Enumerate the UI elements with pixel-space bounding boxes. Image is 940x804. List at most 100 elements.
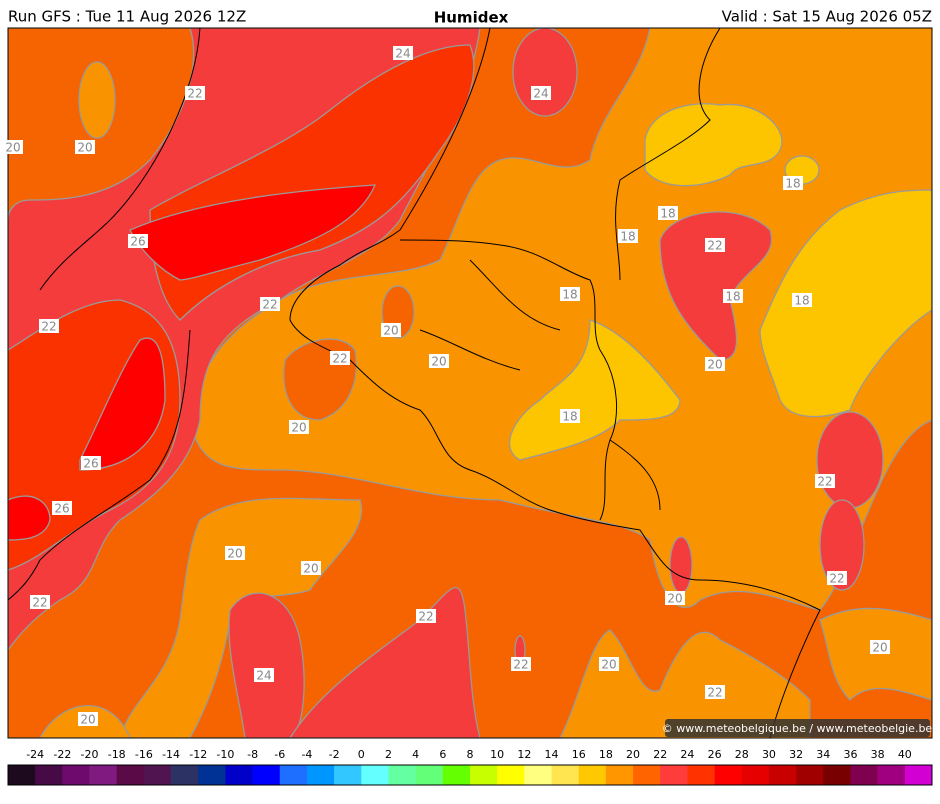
- colorbar-swatch: [605, 765, 634, 785]
- contour-label-box: [870, 640, 890, 654]
- colorbar-swatch: [877, 765, 906, 785]
- colorbar-swatch: [116, 765, 145, 785]
- zone: [228, 592, 305, 738]
- colorbar-swatch: [334, 765, 362, 785]
- contour-label-box: [381, 323, 401, 337]
- contour-label: 18: [660, 207, 675, 221]
- contour-label-box: [827, 571, 847, 585]
- colorbar-swatch: [62, 765, 90, 785]
- contour-label: 20: [872, 641, 887, 655]
- colorbar-tick-label: -18: [108, 748, 126, 761]
- colorbar-tick-label: 34: [816, 748, 830, 761]
- colorbar-tick-label: 28: [735, 748, 749, 761]
- zone: [819, 607, 932, 701]
- run-info: Run GFS : Tue 11 Aug 2026 12Z: [8, 8, 246, 26]
- contour-label: 18: [725, 290, 740, 304]
- contour-label: 22: [418, 610, 433, 624]
- colorbar-swatch: [497, 765, 525, 785]
- valid-info: Valid : Sat 15 Aug 2026 05Z: [722, 8, 932, 26]
- colorbar-swatch: [89, 765, 118, 785]
- colorbar-tick-label: 22: [653, 748, 667, 761]
- contour-label-box: [723, 289, 743, 303]
- contour-label-box: [792, 293, 812, 307]
- contour-label: 26: [83, 457, 98, 471]
- colorbar-swatch: [633, 765, 661, 785]
- credit-box: [665, 719, 930, 737]
- zone: [129, 184, 377, 281]
- colorbar-swatch: [279, 765, 308, 785]
- colorbar-tick-label: 38: [871, 748, 885, 761]
- contour-label-box: [39, 319, 59, 333]
- contour-label-box: [511, 657, 531, 671]
- colorbar-swatch: [768, 765, 797, 785]
- colorbar-swatch: [687, 765, 715, 785]
- colorbar-tick-label: -4: [301, 748, 312, 761]
- colorbar-swatch: [524, 765, 552, 785]
- colorbar-swatch: [796, 765, 824, 785]
- contour-label-box: [416, 609, 436, 623]
- contour-label: 24: [256, 669, 271, 683]
- contour-label: 18: [562, 410, 577, 424]
- contour-label: 24: [533, 87, 548, 101]
- colorbar-tick-label: -2: [329, 748, 340, 761]
- contour-label: 20: [601, 658, 616, 672]
- contour-label-box: [52, 501, 72, 515]
- colorbar-tick-label: 26: [708, 748, 722, 761]
- zone: [509, 319, 681, 461]
- colorbar-swatch: [198, 765, 226, 785]
- contour-label-box: [254, 668, 274, 682]
- contour-label-box: [429, 354, 449, 368]
- contour-label: 22: [513, 658, 528, 672]
- contour-label: 20: [291, 421, 306, 435]
- zone: [79, 337, 166, 471]
- border: [289, 28, 821, 738]
- colorbar-tick-label: 30: [762, 748, 776, 761]
- contour-label: 26: [130, 235, 145, 249]
- colorbar-tick-label: -20: [81, 748, 99, 761]
- contour-label: 22: [32, 596, 47, 610]
- colorbar-tick-label: -14: [162, 748, 180, 761]
- contour-label-box: [815, 474, 835, 488]
- colorbar-swatch: [361, 765, 389, 785]
- colorbar-swatch: [35, 765, 63, 785]
- colorbar-tick-label: 2: [385, 748, 392, 761]
- zone: [512, 28, 578, 117]
- colorbar-swatch: [8, 765, 36, 785]
- contour-label-box: [78, 712, 98, 726]
- colorbar-tick-label: -22: [53, 748, 71, 761]
- contour-label: 20: [80, 713, 95, 727]
- colorbar-tick-label: 4: [412, 748, 419, 761]
- contour-label-box: [30, 595, 50, 609]
- colorbar-swatch: [225, 765, 253, 785]
- contour-label-box: [81, 456, 101, 470]
- contour-label: 22: [707, 239, 722, 253]
- zone: [759, 189, 932, 418]
- contour-label: 18: [562, 288, 577, 302]
- colorbar-swatch: [850, 765, 878, 785]
- contour-label: 18: [785, 177, 800, 191]
- colorbar-tick-label: 40: [898, 748, 912, 761]
- contour-label: 20: [707, 358, 722, 372]
- contour-label-box: [705, 685, 725, 699]
- colorbar-tick-label: 10: [490, 748, 504, 761]
- contour-label-box: [618, 229, 638, 243]
- contour-label: 20: [5, 141, 20, 155]
- contour-label-box: [393, 46, 413, 60]
- zone: [669, 536, 693, 594]
- zone: [559, 629, 811, 738]
- colorbar-tick-label: 32: [789, 748, 803, 761]
- colorbar-swatch: [442, 765, 471, 785]
- colorbar-tick-label: 20: [626, 748, 640, 761]
- colorbar-tick-label: -12: [189, 748, 207, 761]
- colorbar-swatch: [741, 765, 770, 785]
- colorbar-swatch: [388, 765, 416, 785]
- contour-label: 22: [332, 352, 347, 366]
- colorbar-tick-label: 36: [843, 748, 857, 761]
- contour-label-box: [560, 409, 580, 423]
- colorbar-tick-label: 16: [572, 748, 586, 761]
- map: [8, 28, 932, 738]
- colorbar-swatch: [252, 765, 281, 785]
- contour-label: 20: [303, 562, 318, 576]
- map-frame: [7, 27, 933, 739]
- contour-label-box: [705, 238, 725, 252]
